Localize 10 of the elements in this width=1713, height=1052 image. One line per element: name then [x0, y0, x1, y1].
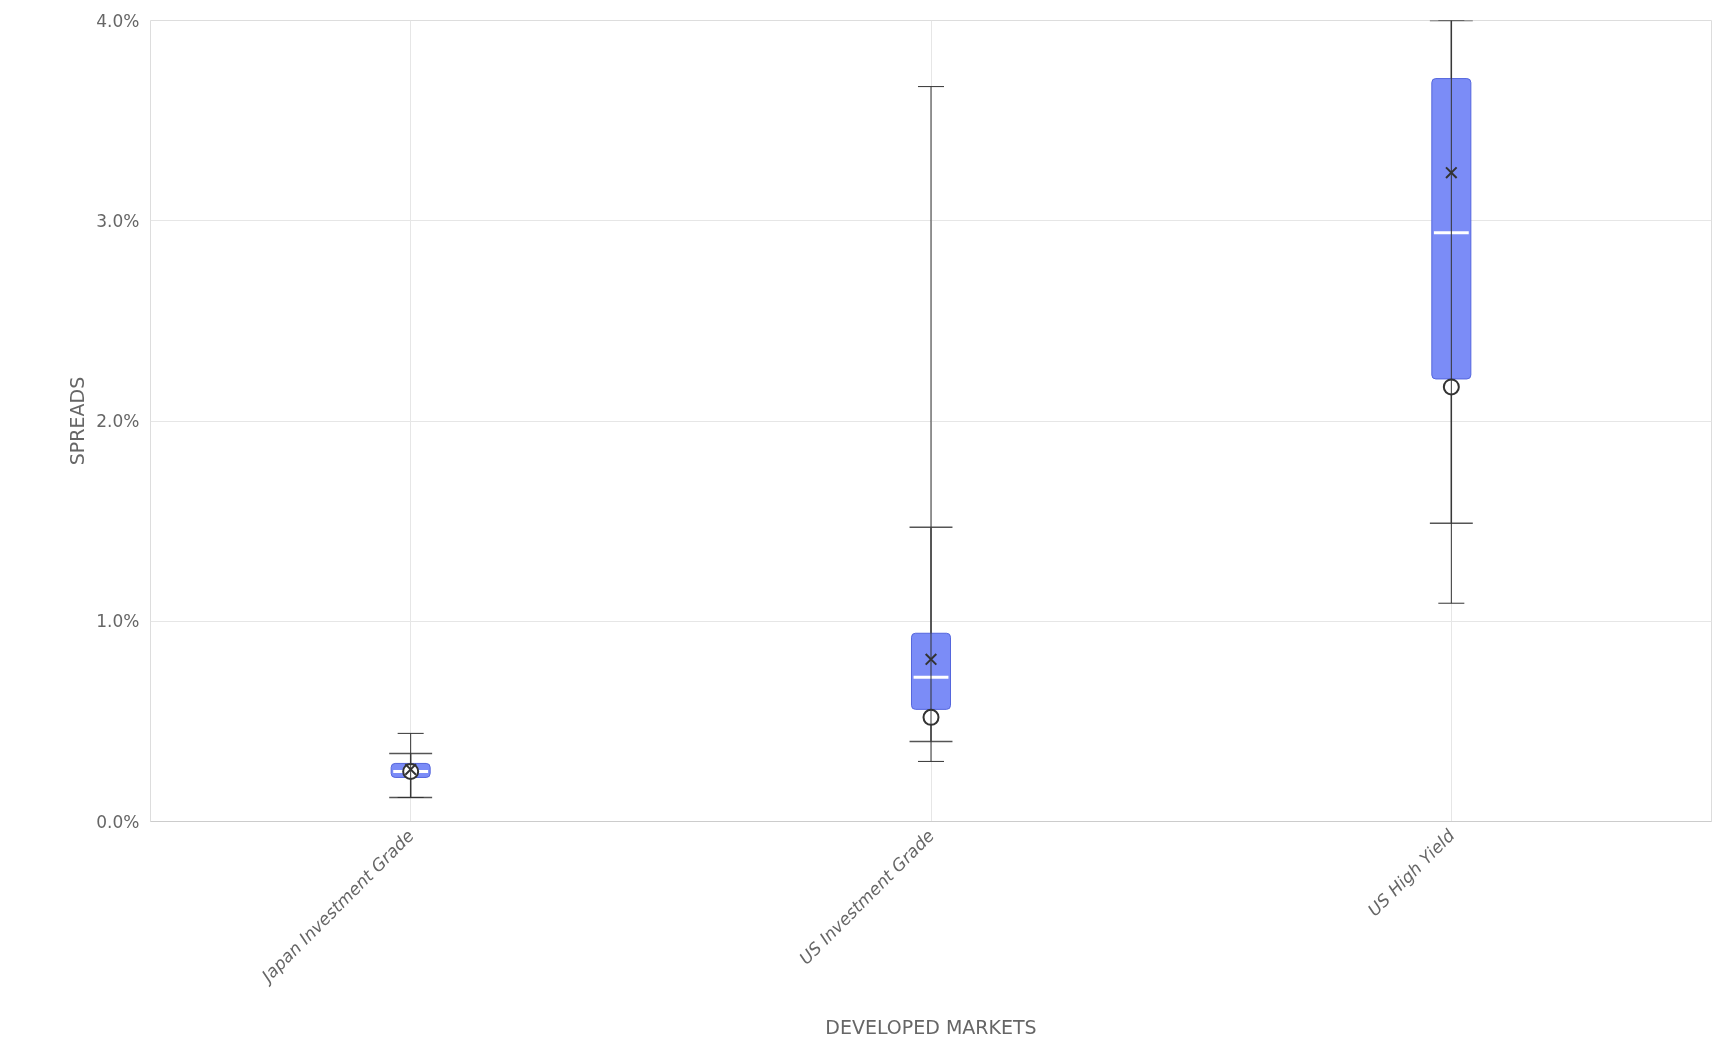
y-tick-label: 3.0% — [96, 210, 140, 231]
point — [1445, 166, 1458, 179]
point — [924, 652, 938, 666]
y-tick-label: 0.0% — [96, 811, 140, 832]
y-tick-label: 4.0% — [96, 10, 140, 31]
y-tick-label: 1.0% — [96, 611, 140, 632]
y-tick-label: 2.0% — [96, 411, 140, 431]
x-axis-title: DEVELOPED MARKETS — [825, 1015, 1037, 1038]
y-axis-title: SPREADS — [66, 376, 89, 466]
point — [1442, 378, 1460, 396]
